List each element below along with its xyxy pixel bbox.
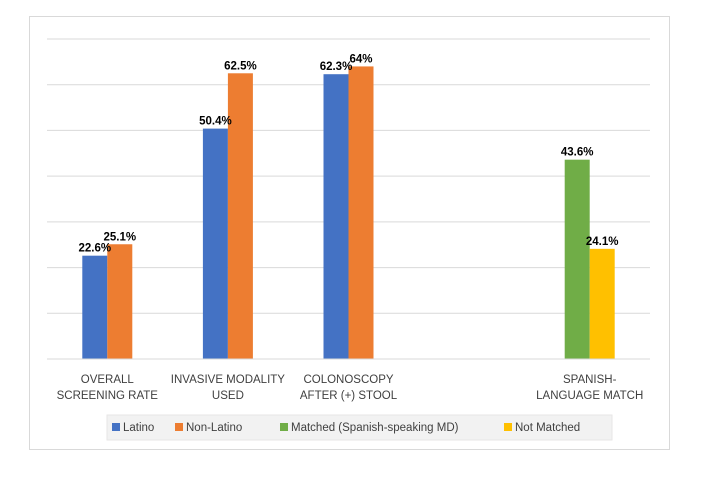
legend-swatch-3 xyxy=(504,423,512,431)
bar-non-latino-1 xyxy=(227,73,253,360)
category-label: SCREENING RATE xyxy=(57,390,159,402)
category-label: OVERALL xyxy=(81,374,135,386)
category-label: USED xyxy=(212,390,244,402)
category-labels: OVERALL SCREENING RATE INVASIVE MODALITY US… xyxy=(57,374,644,402)
data-labels: 22.6%25.1% 50.4% 62.5% 62.3%64% 43.6% 24.1% xyxy=(78,53,618,254)
legend-swatch-2 xyxy=(280,423,288,431)
legend: Latino Non-Latino Matched (Spanish-speakin… xyxy=(106,414,613,441)
data-label: 62.3% xyxy=(320,61,353,73)
category-label: INVASIVE MODALITY xyxy=(171,374,286,386)
bar-non-latino-2 xyxy=(348,66,374,359)
data-label: 43.6% xyxy=(561,147,594,159)
data-label: 50.4% xyxy=(199,116,232,128)
legend-label-1: Non-Latino xyxy=(186,422,242,434)
bar-non-latino-0 xyxy=(107,244,133,359)
bar-chart: 22.6%25.1% 50.4% 62.5% 62.3%64% 43.6% 24.1% O… xyxy=(47,38,650,441)
category-label: COLONOSCOPY xyxy=(303,374,393,386)
chart-frame: 22.6% 25.1% 50.4% 62.5% 62.3% 64% 43.6% 24.1% O… xyxy=(29,16,670,450)
category-label: SPANISH- xyxy=(563,374,617,386)
data-label: 22.6% xyxy=(78,243,111,255)
bar-latino-2 xyxy=(323,74,349,359)
data-label: 62.5% xyxy=(224,60,257,72)
bars xyxy=(82,66,615,360)
legend-swatch-1 xyxy=(175,423,183,431)
legend-label-0: Latino xyxy=(123,422,154,434)
bar-latino-1 xyxy=(202,128,228,359)
legend-label-2: Matched (Spanish-speaking MD) xyxy=(291,422,459,434)
category-label: AFTER (+) STOOL xyxy=(300,390,398,402)
data-label: 24.1% xyxy=(586,236,619,248)
legend-swatch-0 xyxy=(112,423,120,431)
category-label: LANGUAGE MATCH xyxy=(536,390,643,402)
bar-matched-spanish-speaking-md-4 xyxy=(564,159,590,359)
legend-label-3: Not Matched xyxy=(515,422,580,434)
bar-latino-0 xyxy=(82,255,108,359)
bar-not-matched-4 xyxy=(589,248,615,359)
data-label: 25.1% xyxy=(103,231,136,243)
data-label: 64% xyxy=(349,53,372,65)
